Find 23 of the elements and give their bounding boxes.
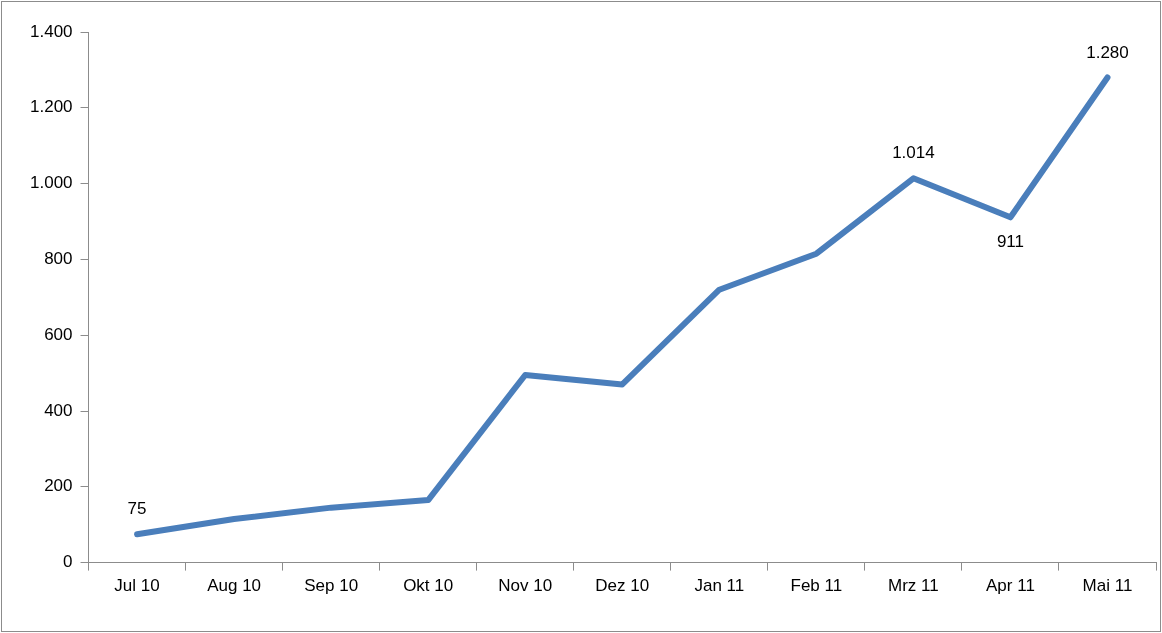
x-tick-label: Mrz 11 <box>888 576 939 596</box>
x-tick-label: Feb 11 <box>790 576 843 596</box>
x-tick-label: Okt 10 <box>403 576 454 596</box>
data-label: 75 <box>127 499 147 519</box>
y-tick-label: 0 <box>63 552 73 572</box>
y-tick-label: 1.000 <box>29 173 73 193</box>
x-tick-label: Mai 11 <box>1082 576 1133 596</box>
data-label: 1.280 <box>1086 42 1129 62</box>
y-tick-label: 200 <box>44 476 73 496</box>
x-tick-label: Jan 11 <box>694 576 745 596</box>
y-tick-label: 400 <box>44 400 73 420</box>
y-tick-label: 600 <box>44 324 73 344</box>
x-tick-label: Dez 10 <box>595 576 650 596</box>
data-label: 1.014 <box>892 143 935 163</box>
x-tick-label: Nov 10 <box>498 576 553 596</box>
x-tick-label: Jul 10 <box>114 576 160 596</box>
data-label: 911 <box>996 231 1024 251</box>
x-tick-label: Apr 11 <box>986 576 1035 596</box>
x-tick-label: Sep 10 <box>304 576 359 596</box>
y-tick-label: 1.200 <box>29 97 73 117</box>
y-tick-label: 1.400 <box>29 21 73 41</box>
x-tick-label: Aug 10 <box>207 576 262 596</box>
y-tick-label: 800 <box>44 249 73 269</box>
